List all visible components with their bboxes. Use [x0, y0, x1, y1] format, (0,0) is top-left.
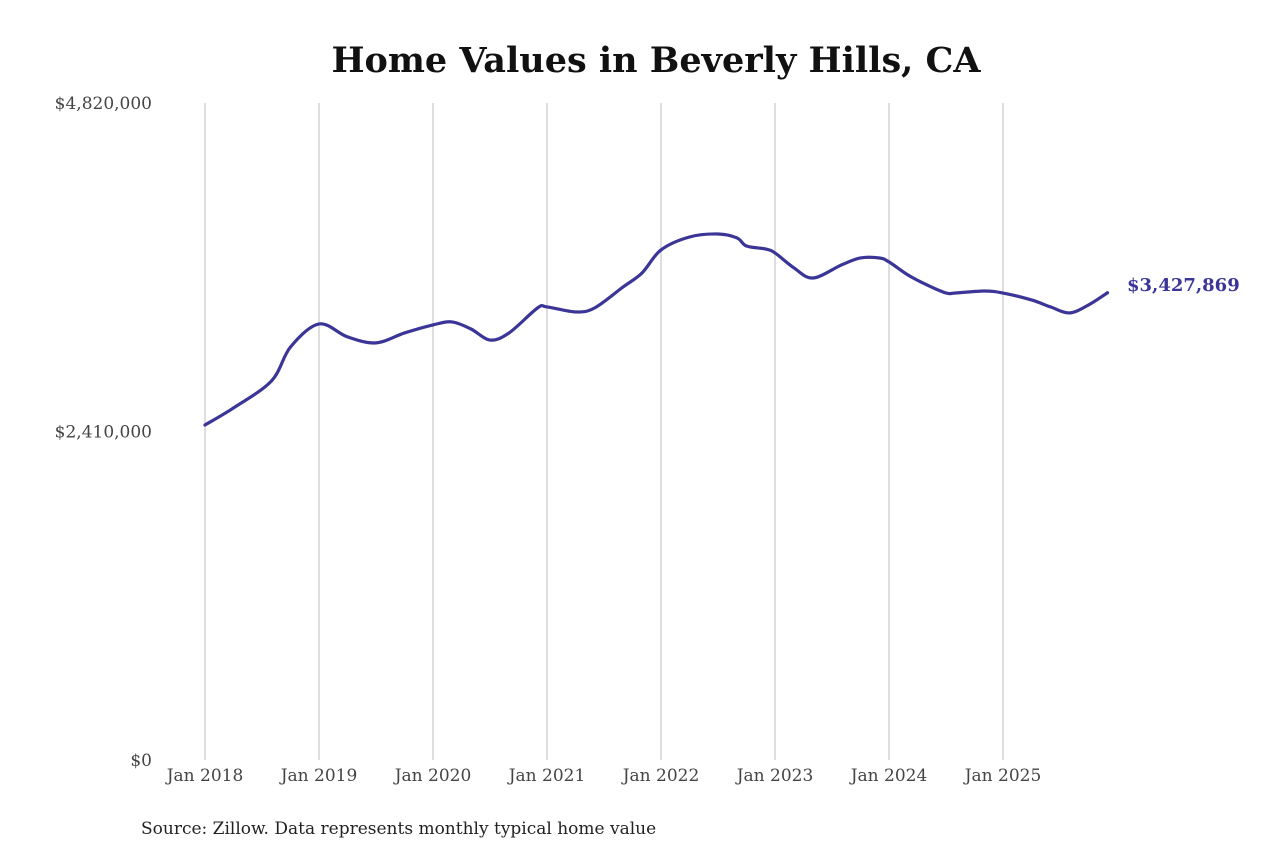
data-point — [488, 338, 492, 342]
data-point — [431, 323, 435, 327]
data-point — [811, 276, 815, 280]
x-tick-label: Jan 2023 — [735, 766, 814, 786]
y-axis-ticks: $0 $2,410,000 $4,820,000 — [55, 94, 152, 771]
data-point — [764, 247, 767, 251]
end-value-label: $3,427,869 — [1127, 275, 1240, 296]
data-point — [792, 266, 796, 270]
y-tick-label: $4,820,000 — [55, 94, 152, 114]
data-point — [887, 260, 891, 264]
data-point — [982, 289, 986, 293]
data-point — [859, 256, 862, 260]
series-line — [203, 232, 1110, 427]
data-point — [593, 306, 596, 310]
data-point — [1001, 291, 1005, 295]
data-point — [621, 285, 625, 289]
data-point — [1068, 311, 1071, 315]
data-point — [545, 305, 549, 309]
data-point — [906, 273, 910, 277]
y-tick-label: $2,410,000 — [55, 423, 152, 443]
data-point — [688, 235, 691, 239]
x-axis-ticks: Jan 2018 Jan 2019 Jan 2020 Jan 2021 Jan 2022… — [165, 766, 1042, 786]
data-point — [1106, 291, 1109, 295]
data-point — [735, 236, 739, 240]
data-point — [346, 335, 349, 339]
x-tick-label: Jan 2018 — [165, 766, 244, 786]
data-point — [925, 283, 929, 287]
source-note: Source: Zillow. Data represents monthly … — [141, 819, 656, 839]
gridlines — [204, 103, 1004, 760]
data-point — [317, 322, 321, 326]
data-point — [716, 232, 720, 236]
data-point — [507, 331, 511, 335]
data-point — [203, 423, 207, 427]
data-point — [840, 263, 843, 267]
data-point — [469, 327, 473, 331]
chart-title: Home Values in Beverly Hills, CA — [331, 40, 981, 81]
data-point — [536, 306, 539, 310]
x-tick-label: Jan 2022 — [621, 766, 700, 786]
data-point — [1030, 298, 1033, 302]
data-point — [574, 310, 577, 314]
data-point — [1087, 303, 1090, 307]
data-points — [203, 232, 1109, 427]
x-tick-label: Jan 2025 — [963, 766, 1042, 786]
data-point — [944, 291, 948, 295]
x-tick-label: Jan 2020 — [393, 766, 472, 786]
data-point — [954, 291, 957, 295]
data-point — [450, 320, 454, 324]
data-point — [878, 256, 881, 260]
data-point — [289, 345, 292, 349]
x-tick-label: Jan 2021 — [507, 766, 586, 786]
data-point — [232, 406, 235, 410]
data-point — [659, 248, 663, 252]
x-tick-label: Jan 2024 — [849, 766, 928, 786]
data-point — [640, 271, 644, 275]
data-point — [1049, 305, 1052, 309]
x-tick-label: Jan 2019 — [279, 766, 358, 786]
data-point — [773, 251, 777, 255]
data-point — [270, 379, 273, 383]
data-point — [374, 341, 378, 345]
data-point — [403, 331, 406, 335]
y-tick-label: $0 — [130, 751, 152, 771]
data-point — [745, 244, 748, 248]
